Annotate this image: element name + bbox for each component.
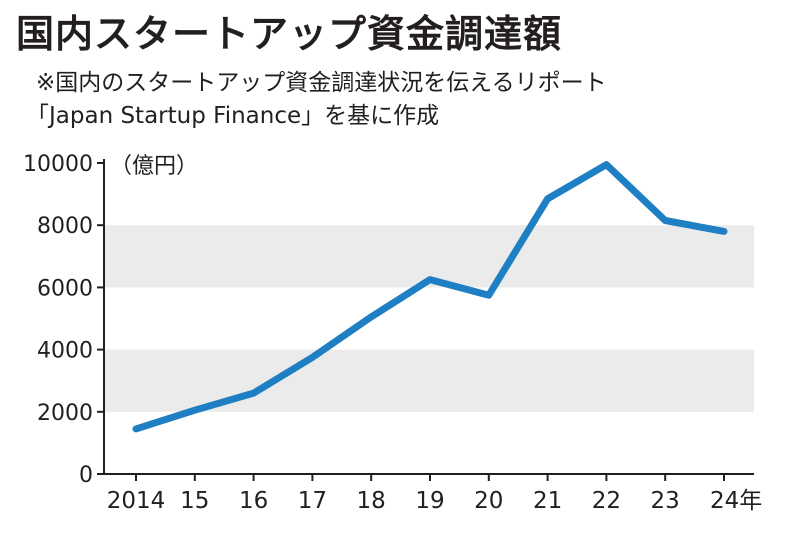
x-tick-label: 21 xyxy=(533,488,562,514)
x-tick-label: 17 xyxy=(298,488,327,514)
y-tick-label: 8000 xyxy=(37,214,93,239)
y-tick-label: 10000 xyxy=(23,152,93,177)
series-line-0 xyxy=(132,161,728,433)
x-tick-label: 22 xyxy=(592,488,621,514)
grid-bands xyxy=(104,225,754,412)
x-tick-label: 15 xyxy=(180,488,209,514)
x-tick-label: 18 xyxy=(357,488,386,514)
series-group xyxy=(132,161,728,433)
y-tick-label: 4000 xyxy=(37,339,93,364)
x-tick-label: 23 xyxy=(651,488,680,514)
y-tick-label: 0 xyxy=(79,463,93,488)
axes xyxy=(103,159,754,475)
grid-band-0 xyxy=(104,349,754,412)
x-tick-label: 2014 xyxy=(107,488,166,514)
x-tick-labels: 2014 15 16 17 18 19 20 21 22 23 24年 xyxy=(107,474,762,514)
x-tick-label: 24年 xyxy=(710,488,762,514)
chart-title: 国内スタートアップ資金調達額 xyxy=(16,12,563,56)
y-axis-unit-label: （億円） xyxy=(110,154,198,179)
chart-subtitle-line-1: ※国内のスタートアップ資金調達状況を伝えるリポート xyxy=(36,70,607,96)
y-tick-label: 6000 xyxy=(37,276,93,301)
chart-subtitle-line-2: 「Japan Startup Finance」を基に作成 xyxy=(26,103,440,129)
x-tick-label: 19 xyxy=(415,488,444,514)
y-tick-label: 2000 xyxy=(37,401,93,426)
x-tick-label: 20 xyxy=(474,488,503,514)
y-tick-labels: 0 2000 4000 6000 8000 10000 xyxy=(23,152,104,488)
x-tick-label: 16 xyxy=(239,488,268,514)
